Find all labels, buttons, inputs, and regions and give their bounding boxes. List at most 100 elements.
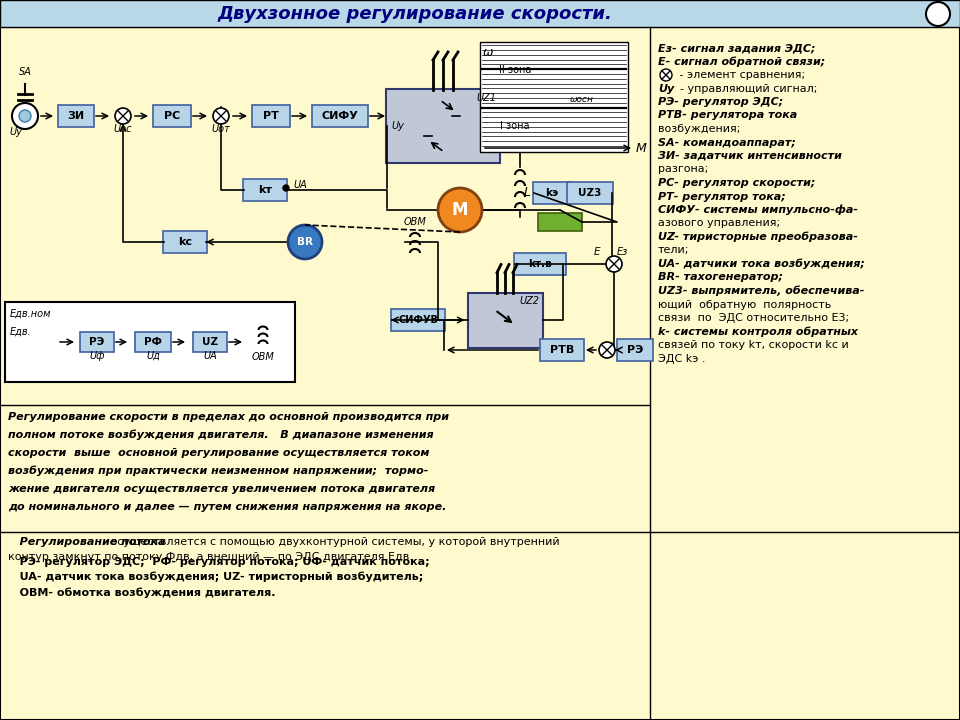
Circle shape (12, 103, 38, 129)
FancyBboxPatch shape (252, 105, 290, 127)
Text: kт: kт (258, 185, 272, 195)
Text: РЭ: РЭ (89, 337, 105, 347)
Text: k- системы контроля обратных: k- системы контроля обратных (658, 326, 858, 337)
Text: Регулирование потока: Регулирование потока (8, 537, 165, 547)
Text: РЭ: РЭ (627, 345, 643, 355)
Text: до номинального и далее — путем снижения напряжения на якоре.: до номинального и далее — путем снижения… (8, 502, 446, 512)
FancyBboxPatch shape (5, 302, 295, 382)
Text: РС: РС (164, 111, 180, 121)
Text: UZ2: UZ2 (519, 295, 540, 305)
Text: Uy: Uy (658, 84, 674, 94)
FancyBboxPatch shape (80, 332, 114, 352)
Text: возбуждения;: возбуждения; (658, 124, 740, 134)
Text: РФ: РФ (144, 337, 162, 347)
Text: ЭДС kэ .: ЭДС kэ . (658, 354, 706, 364)
Text: тели;: тели; (658, 246, 689, 256)
Text: ω: ω (483, 46, 493, 59)
Text: М: М (636, 142, 647, 155)
FancyBboxPatch shape (617, 339, 653, 361)
Text: UA: UA (293, 180, 307, 190)
Text: kт.в: kт.в (528, 259, 552, 269)
Text: UZ1: UZ1 (476, 93, 496, 103)
Text: Регулирование скорости в пределах до основной производится при: Регулирование скорости в пределах до осн… (8, 412, 449, 422)
FancyBboxPatch shape (567, 182, 613, 204)
Text: ОВМ: ОВМ (252, 352, 275, 362)
Text: ωосн: ωосн (570, 96, 594, 104)
Text: Uд: Uд (146, 351, 160, 361)
Text: ЗИ: ЗИ (67, 111, 84, 121)
Circle shape (115, 108, 131, 124)
Text: kс: kс (178, 237, 192, 247)
Text: Uос: Uос (113, 124, 132, 134)
Text: возбуждения при практически неизменном напряжении;  тормо-: возбуждения при практически неизменном н… (8, 466, 428, 477)
Text: полном потоке возбуждения двигателя.   В диапазоне изменения: полном потоке возбуждения двигателя. В д… (8, 430, 434, 441)
Text: М: М (452, 201, 468, 219)
Text: UA- датчик тока возбуждения; UZ- тиристорный возбудитель;: UA- датчик тока возбуждения; UZ- тиристо… (8, 572, 423, 582)
FancyBboxPatch shape (468, 292, 542, 348)
Text: BR- тахогенератор;: BR- тахогенератор; (658, 272, 783, 282)
Text: UZ3: UZ3 (578, 188, 602, 198)
FancyBboxPatch shape (58, 105, 94, 127)
Text: ОВМ- обмотка возбуждения двигателя.: ОВМ- обмотка возбуждения двигателя. (8, 587, 276, 598)
Circle shape (606, 256, 622, 272)
Text: жение двигателя осуществляется увеличением потока двигателя: жение двигателя осуществляется увеличени… (8, 484, 435, 494)
FancyBboxPatch shape (540, 339, 584, 361)
Text: РЭ- регулятор ЭДС;  РФ- регулятор потока; UФ- датчик потока;: РЭ- регулятор ЭДС; РФ- регулятор потока;… (8, 557, 430, 567)
Text: контур замкнут по потоку Фдв, а внешний — по ЭДС двигателя Едв.: контур замкнут по потоку Фдв, а внешний … (8, 552, 413, 562)
FancyBboxPatch shape (312, 105, 368, 127)
Text: осуществляется с помощью двухконтурной системы, у которой внутренний: осуществляется с помощью двухконтурной с… (107, 537, 560, 547)
Text: связей по току kт, скорости kс и: связей по току kт, скорости kс и (658, 340, 849, 350)
Text: РТ- регулятор тока;: РТ- регулятор тока; (658, 192, 785, 202)
Text: Uy: Uy (10, 127, 22, 137)
Text: Едв.: Едв. (10, 327, 32, 337)
FancyBboxPatch shape (0, 27, 960, 720)
Text: BR: BR (297, 237, 313, 247)
Text: UA: UA (204, 351, 217, 361)
Text: азового управления;: азового управления; (658, 218, 780, 228)
FancyBboxPatch shape (0, 0, 960, 27)
Text: Двухзонное регулирование скорости.: Двухзонное регулирование скорости. (218, 5, 612, 23)
Text: - управляющий сигнал;: - управляющий сигнал; (680, 84, 817, 94)
Text: скорости  выше  основной регулирование осуществляется током: скорости выше основной регулирование осу… (8, 448, 429, 458)
Text: UZ- тиристорные преобразова-: UZ- тиристорные преобразова- (658, 232, 858, 242)
Text: РС- регулятор скорости;: РС- регулятор скорости; (658, 178, 815, 188)
Text: Е- сигнал обратной связи;: Е- сигнал обратной связи; (658, 56, 826, 67)
Text: UZ: UZ (202, 337, 218, 347)
Text: ющий  обратную  полярность: ющий обратную полярность (658, 300, 831, 310)
Text: РЭ- регулятор ЭДС;: РЭ- регулятор ЭДС; (658, 97, 783, 107)
FancyBboxPatch shape (538, 213, 582, 231)
Text: Ез: Ез (617, 247, 628, 257)
Text: ЗИ- задатчик интенсивности: ЗИ- задатчик интенсивности (658, 151, 842, 161)
Text: РТ: РТ (263, 111, 279, 121)
Circle shape (438, 188, 482, 232)
Text: Uy: Uy (391, 121, 404, 131)
Text: SA: SA (18, 67, 32, 77)
FancyBboxPatch shape (135, 332, 171, 352)
Text: СИФУ: СИФУ (322, 111, 358, 121)
FancyBboxPatch shape (193, 332, 227, 352)
Circle shape (288, 225, 322, 259)
Text: II зона: II зона (499, 65, 531, 75)
FancyBboxPatch shape (163, 231, 207, 253)
Text: UZ3- выпрямитель, обеспечива-: UZ3- выпрямитель, обеспечива- (658, 286, 864, 296)
Text: Uф: Uф (89, 351, 105, 361)
Text: СИФУ- системы импульсно-фа-: СИФУ- системы импульсно-фа- (658, 204, 858, 215)
Text: разгона;: разгона; (658, 164, 708, 174)
Text: связи  по  ЭДС относительно Е3;: связи по ЭДС относительно Е3; (658, 313, 850, 323)
FancyBboxPatch shape (153, 105, 191, 127)
Circle shape (283, 185, 289, 191)
FancyBboxPatch shape (533, 182, 571, 204)
Text: I зона: I зона (500, 121, 530, 131)
Circle shape (213, 108, 229, 124)
Text: E: E (593, 247, 600, 257)
Text: ОВМ: ОВМ (403, 217, 426, 227)
Text: kэ: kэ (545, 188, 559, 198)
Text: Ез- сигнал задания ЭДС;: Ез- сигнал задания ЭДС; (658, 43, 815, 53)
Text: L: L (524, 186, 531, 199)
Text: РТВ: РТВ (550, 345, 574, 355)
Circle shape (926, 2, 950, 26)
Text: РТВ- регулятора тока: РТВ- регулятора тока (658, 110, 797, 120)
Text: - элемент сравнения;: - элемент сравнения; (676, 70, 805, 80)
Text: Едв.ном: Едв.ном (10, 309, 52, 319)
Circle shape (660, 69, 672, 81)
